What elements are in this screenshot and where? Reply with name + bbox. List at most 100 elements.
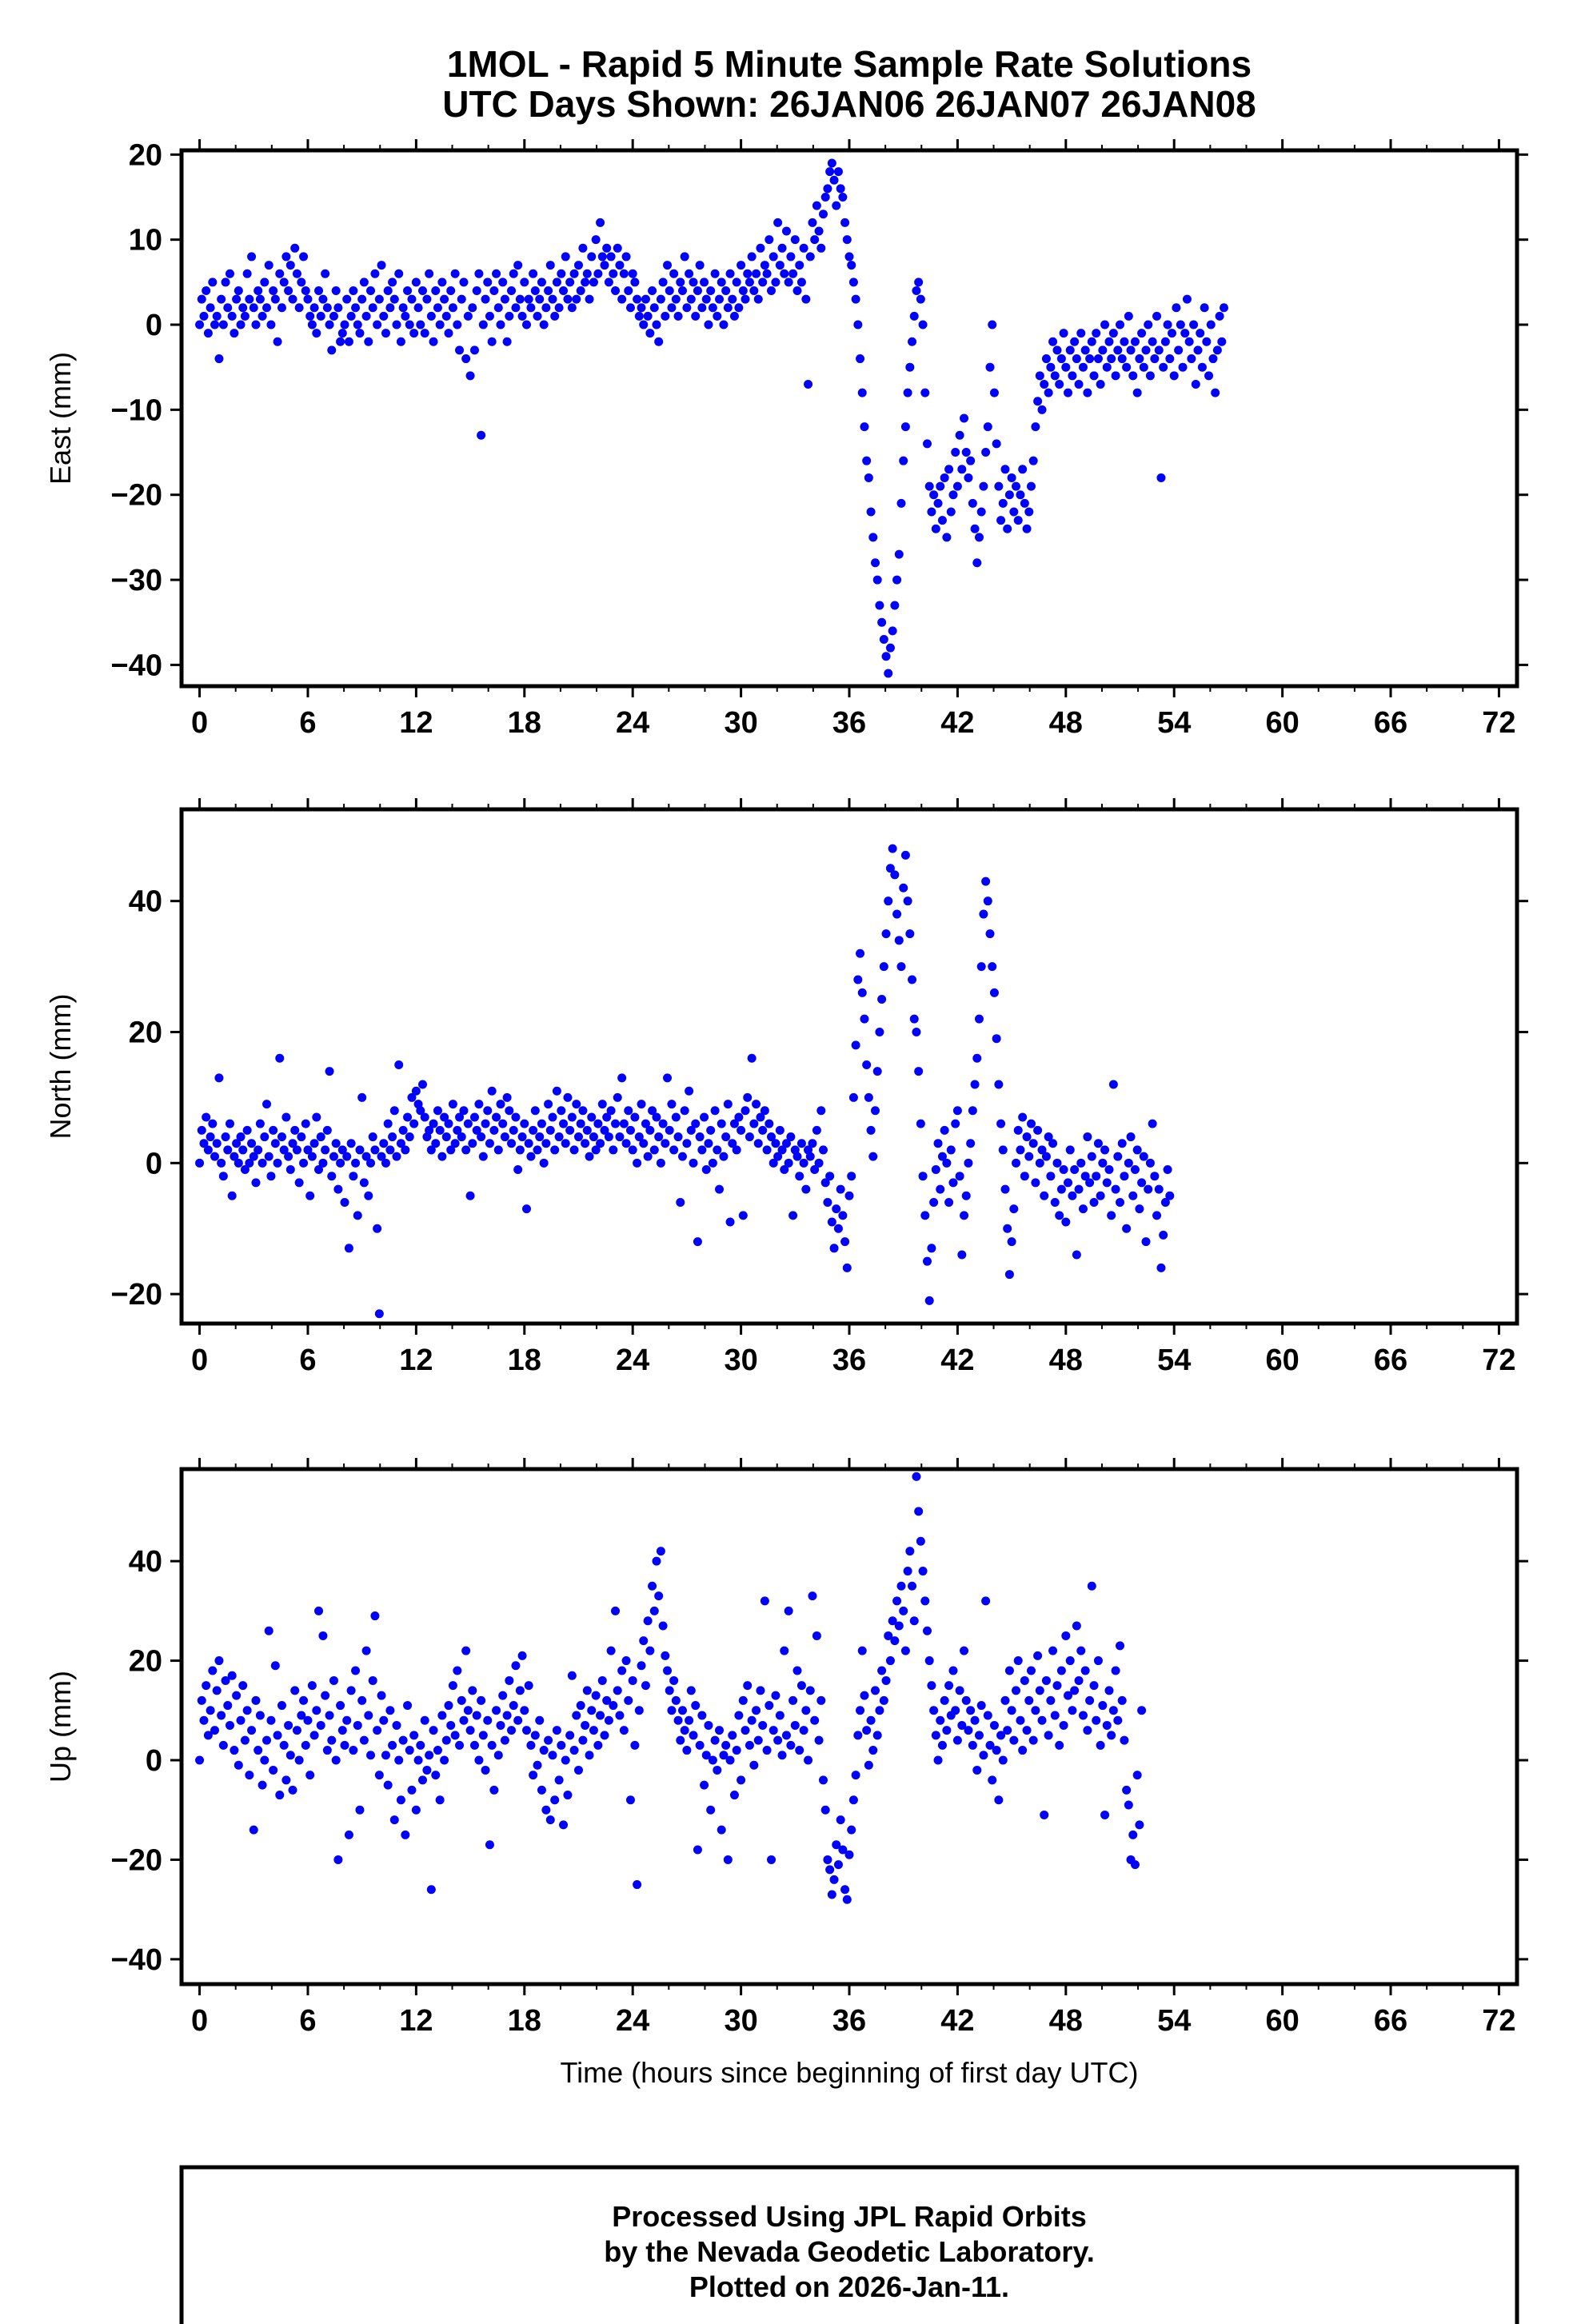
up-data-point — [254, 1746, 263, 1755]
up-data-point — [753, 1735, 763, 1745]
up-data-point — [1018, 1746, 1028, 1755]
east-data-point — [529, 269, 538, 278]
north-data-point — [896, 962, 906, 972]
north-data-point — [441, 1132, 451, 1142]
up-data-point — [1000, 1695, 1010, 1705]
north-data-point — [585, 1152, 594, 1161]
up-data-point — [665, 1686, 674, 1695]
north-data-point — [370, 1145, 380, 1155]
north-data-point — [455, 1112, 465, 1122]
east-data-point — [481, 294, 490, 304]
east-data-point — [437, 278, 447, 287]
north-data-point — [606, 1106, 616, 1116]
east-data-point — [979, 481, 988, 491]
north-data-point — [292, 1145, 301, 1155]
east-data-point — [1202, 337, 1212, 346]
north-data-point — [459, 1106, 469, 1116]
north-data-point — [240, 1165, 250, 1175]
east-data-point — [457, 294, 466, 304]
east-data-point — [1061, 362, 1071, 372]
up-data-point — [1065, 1656, 1075, 1666]
north-data-point — [249, 1152, 258, 1161]
east-data-point — [489, 286, 499, 295]
east-data-point — [604, 278, 613, 287]
east-data-point — [202, 286, 211, 295]
up-data-point — [249, 1825, 258, 1835]
up-data-point — [693, 1845, 702, 1855]
north-data-point — [758, 1125, 768, 1135]
east-data-point — [989, 388, 999, 397]
up-data-point — [401, 1830, 410, 1839]
up-data-point — [481, 1765, 490, 1775]
north-data-point — [725, 1217, 735, 1227]
north-y-tick-label: 40 — [129, 885, 162, 919]
north-data-point — [701, 1165, 711, 1175]
east-data-point — [325, 320, 334, 329]
east-data-point — [1083, 388, 1092, 397]
east-data-point — [856, 354, 865, 364]
north-data-point — [307, 1152, 317, 1161]
up-data-point — [825, 1865, 835, 1875]
east-data-point — [940, 473, 949, 482]
east-data-point — [998, 498, 1008, 508]
east-data-point — [752, 269, 761, 278]
up-data-point — [199, 1715, 209, 1725]
north-data-point — [983, 896, 992, 906]
up-data-point — [1113, 1715, 1123, 1725]
up-data-point — [685, 1715, 694, 1725]
up-x-tick-label: 72 — [1482, 2004, 1515, 2038]
east-x-tick-label: 48 — [1049, 706, 1083, 740]
east-data-point — [234, 286, 243, 295]
up-data-point — [617, 1666, 627, 1675]
north-data-point — [630, 1112, 640, 1122]
up-data-point — [409, 1731, 419, 1740]
east-data-point — [762, 269, 772, 278]
north-data-point — [862, 1060, 872, 1069]
up-data-point — [998, 1755, 1008, 1765]
north-data-point — [247, 1139, 257, 1148]
up-data-point — [1033, 1651, 1043, 1660]
up-panel: 0 6 12 18 24 30 36 42 48 54 60 66 72 40 20 0 −20 −40 Up (m… — [44, 1458, 1528, 2038]
east-data-point — [749, 286, 759, 295]
north-data-point — [526, 1152, 536, 1161]
north-data-point — [784, 1158, 793, 1168]
up-data-point — [964, 1726, 973, 1735]
east-data-point — [1031, 422, 1040, 432]
up-data-point — [1064, 1691, 1073, 1700]
up-data-point — [983, 1711, 992, 1720]
north-data-point — [706, 1125, 716, 1135]
north-data-point — [890, 870, 900, 880]
north-data-point — [1028, 1139, 1038, 1148]
north-data-point — [1040, 1191, 1049, 1200]
north-data-point — [1144, 1184, 1153, 1194]
up-data-point — [318, 1631, 328, 1640]
east-data-point — [563, 294, 573, 304]
east-panel: 0 6 12 18 24 30 36 42 48 54 60 66 72 20 10 0 −10 −20 −30 −4… — [44, 138, 1528, 740]
north-data-point — [364, 1191, 373, 1200]
north-data-point — [905, 929, 915, 939]
east-data-point — [1080, 345, 1090, 355]
north-data-point — [299, 1158, 309, 1168]
east-data-point — [868, 533, 878, 542]
north-data-point — [888, 844, 897, 853]
east-data-point — [872, 575, 882, 585]
north-data-point — [337, 1145, 347, 1155]
north-data-point — [535, 1132, 545, 1142]
east-data-point — [260, 278, 269, 287]
up-data-point — [994, 1795, 1004, 1805]
up-data-point — [1132, 1771, 1142, 1780]
north-data-point — [463, 1119, 473, 1128]
north-data-point — [266, 1172, 276, 1181]
east-x-tick-label: 0 — [191, 706, 208, 740]
east-data-point — [1211, 388, 1220, 397]
east-data-point — [582, 269, 592, 278]
east-data-point — [1113, 345, 1123, 355]
east-data-point — [823, 184, 832, 194]
east-data-point — [734, 303, 744, 313]
north-data-point — [1141, 1237, 1151, 1247]
east-data-point — [389, 294, 399, 304]
up-data-point — [208, 1666, 218, 1675]
up-data-point — [578, 1735, 588, 1745]
east-data-point — [1052, 345, 1062, 355]
up-data-point — [541, 1805, 551, 1815]
